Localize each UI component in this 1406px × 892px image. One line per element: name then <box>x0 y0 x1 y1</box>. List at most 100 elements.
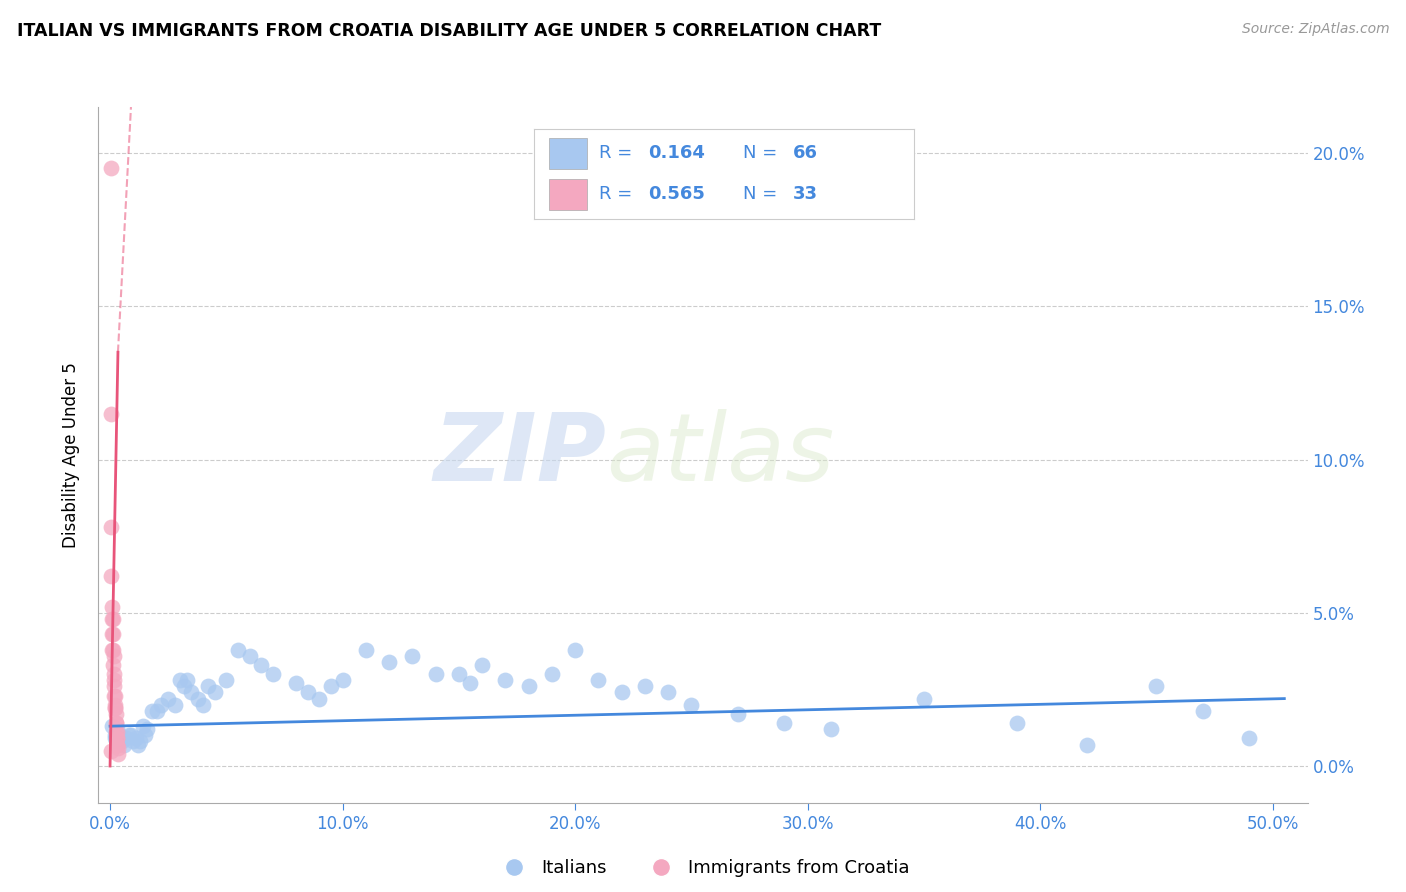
Point <box>105 723 128 737</box>
Point <box>105 734 128 748</box>
Point <box>104 731 127 746</box>
Point <box>657 685 679 699</box>
Point <box>204 685 226 699</box>
Point <box>401 648 423 663</box>
Point <box>122 734 145 748</box>
Text: Source: ZipAtlas.com: Source: ZipAtlas.com <box>1241 22 1389 37</box>
Point <box>103 642 125 657</box>
Point <box>100 744 122 758</box>
Point <box>120 728 142 742</box>
Point <box>101 627 124 641</box>
Point <box>101 657 124 672</box>
Point <box>134 728 156 742</box>
Point <box>150 698 173 712</box>
Text: N =: N = <box>744 185 783 202</box>
Point <box>773 716 796 731</box>
Point <box>494 673 516 688</box>
Point <box>103 673 125 688</box>
Text: R =: R = <box>599 185 638 202</box>
Point <box>239 648 262 663</box>
Point <box>103 679 125 693</box>
Point <box>250 657 273 672</box>
Point <box>145 704 167 718</box>
Point <box>124 731 146 746</box>
Point <box>540 667 562 681</box>
Point <box>173 679 195 693</box>
Point <box>118 728 141 742</box>
Point <box>103 667 125 681</box>
Point <box>1144 679 1167 693</box>
Point <box>1239 731 1261 746</box>
FancyBboxPatch shape <box>550 138 588 169</box>
Text: 33: 33 <box>793 185 817 202</box>
Point <box>104 700 127 714</box>
Point <box>460 676 482 690</box>
Point <box>1192 704 1215 718</box>
Point <box>105 725 128 739</box>
Point <box>104 716 127 731</box>
Point <box>105 731 128 746</box>
Point <box>104 700 127 714</box>
Point <box>187 691 209 706</box>
Point <box>165 698 187 712</box>
Point <box>354 642 377 657</box>
Point <box>101 612 124 626</box>
Text: 0.565: 0.565 <box>648 185 704 202</box>
Text: ZIP: ZIP <box>433 409 606 501</box>
Text: ITALIAN VS IMMIGRANTS FROM CROATIA DISABILITY AGE UNDER 5 CORRELATION CHART: ITALIAN VS IMMIGRANTS FROM CROATIA DISAB… <box>17 22 882 40</box>
Point <box>1005 716 1028 731</box>
Point <box>107 747 129 761</box>
Point <box>588 673 610 688</box>
Point <box>517 679 540 693</box>
Point <box>108 728 131 742</box>
Point <box>285 676 308 690</box>
Point <box>105 716 128 731</box>
Point <box>447 667 470 681</box>
Point <box>111 734 134 748</box>
Point <box>101 612 124 626</box>
Point <box>112 738 135 752</box>
Point <box>103 689 125 703</box>
Point <box>471 657 494 672</box>
Text: N =: N = <box>744 145 783 162</box>
Point <box>127 738 149 752</box>
Point <box>115 731 138 746</box>
Point <box>727 706 749 721</box>
Point <box>129 734 152 748</box>
Point <box>912 691 935 706</box>
Point <box>100 161 122 176</box>
FancyBboxPatch shape <box>550 179 588 210</box>
Point <box>820 723 842 737</box>
Point <box>101 719 124 733</box>
Point <box>104 689 127 703</box>
Point <box>169 673 191 688</box>
Point <box>107 740 129 755</box>
Point <box>634 679 657 693</box>
Point <box>100 599 122 614</box>
Text: 66: 66 <box>793 145 817 162</box>
Point <box>425 667 447 681</box>
Point <box>105 731 128 746</box>
Point <box>100 407 122 421</box>
Point <box>226 642 249 657</box>
Point <box>100 520 122 534</box>
Point <box>197 679 219 693</box>
Point <box>107 738 129 752</box>
Point <box>105 725 128 739</box>
Point <box>191 698 214 712</box>
Y-axis label: Disability Age Under 5: Disability Age Under 5 <box>62 362 80 548</box>
Text: 0.164: 0.164 <box>648 145 704 162</box>
Point <box>262 667 284 681</box>
Legend: Italians, Immigrants from Croatia: Italians, Immigrants from Croatia <box>489 852 917 884</box>
Point <box>681 698 703 712</box>
Point <box>104 706 127 721</box>
Point <box>103 648 125 663</box>
Point <box>564 642 586 657</box>
Point <box>136 723 159 737</box>
Point <box>100 569 122 583</box>
Point <box>105 738 128 752</box>
Point <box>308 691 330 706</box>
Point <box>141 704 163 718</box>
Point <box>104 728 127 742</box>
Point <box>176 673 198 688</box>
